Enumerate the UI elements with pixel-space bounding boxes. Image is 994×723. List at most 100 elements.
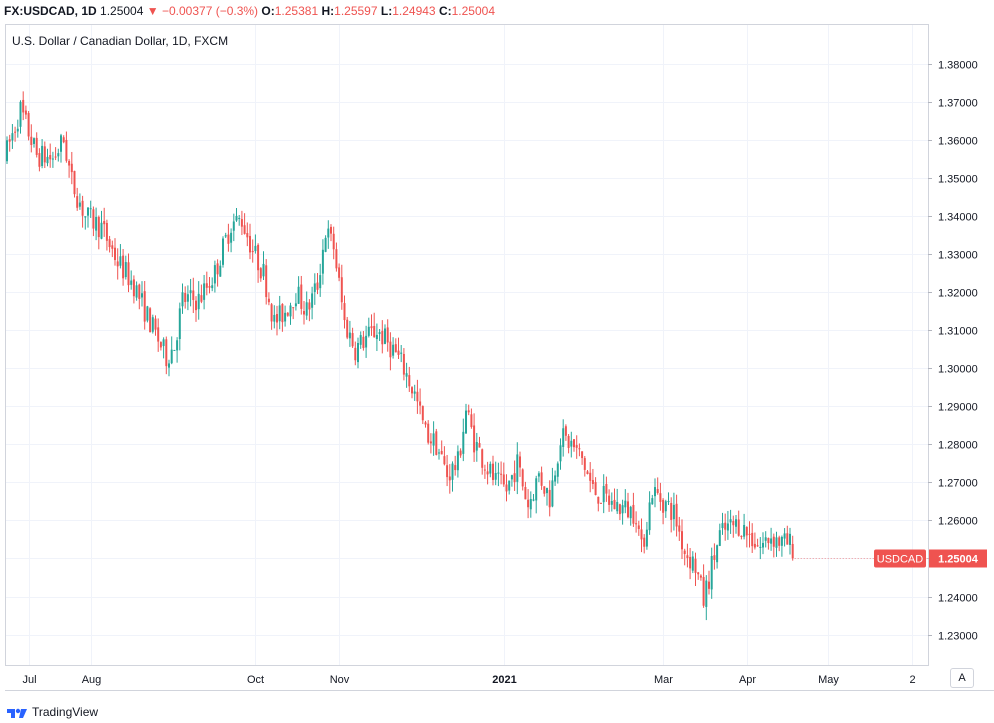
candle-body	[659, 493, 662, 502]
low-label: L:	[380, 4, 393, 18]
candle-body	[486, 471, 489, 475]
candle-body	[213, 265, 216, 284]
candle-body	[60, 135, 62, 152]
candle-body	[346, 319, 349, 338]
candle-body	[219, 265, 222, 277]
candle-body	[100, 222, 103, 239]
candle-body	[238, 217, 241, 219]
candle-body	[400, 352, 403, 354]
candle-body	[216, 263, 219, 275]
brand-name[interactable]: TradingView	[32, 705, 99, 719]
candle-body	[205, 283, 208, 288]
candle-body	[35, 137, 38, 155]
high-label: H:	[321, 4, 335, 18]
candle-body	[111, 245, 114, 249]
candle-body	[721, 523, 724, 529]
candle-body	[483, 469, 486, 471]
time-axis[interactable]: Jul Aug Oct Nov 2021 Mar Apr May 2	[22, 674, 915, 686]
y-tick-label: 1.32000	[938, 288, 978, 300]
candle-body	[424, 422, 427, 425]
candle-body	[270, 304, 273, 322]
candle-body	[192, 290, 195, 301]
auto-scale-button[interactable]: A	[950, 668, 974, 688]
candle-body	[340, 277, 343, 303]
candle-body	[300, 284, 303, 309]
candle-body	[132, 279, 135, 297]
candle-body	[718, 530, 721, 546]
candle-body	[402, 353, 405, 375]
candle-body	[562, 428, 565, 447]
candle-body	[627, 501, 629, 518]
candle-body	[78, 202, 81, 207]
candle-body	[373, 325, 376, 338]
candle-body	[332, 233, 335, 250]
candle-body	[683, 550, 686, 554]
candle-body	[95, 216, 98, 231]
candle-body	[421, 406, 424, 421]
candle-body	[16, 128, 19, 132]
candle-body	[24, 110, 27, 115]
candle-body	[429, 441, 432, 444]
candle-body	[186, 294, 189, 302]
candle-body	[351, 333, 354, 347]
candle-body	[416, 391, 419, 402]
candle-body	[243, 225, 246, 234]
candle-body	[543, 486, 546, 494]
candle-body	[519, 456, 521, 468]
candle-body	[567, 436, 570, 448]
candle-body	[440, 450, 443, 455]
symbol-name[interactable]: FX:USDCAD, 1D	[4, 4, 97, 18]
candle-body	[57, 153, 60, 157]
close-value: 1.25004	[451, 4, 496, 18]
candle-body	[103, 221, 106, 225]
candle-body	[354, 347, 357, 361]
candle-body	[740, 535, 743, 537]
last-price-tag: USDCAD 1.25004	[794, 549, 987, 568]
symbol-tag-bg	[874, 549, 926, 568]
candle-body	[624, 500, 627, 508]
tradingview-logo-icon	[7, 708, 27, 718]
candle-body	[602, 486, 605, 503]
candle-body	[470, 414, 473, 428]
candle-body	[546, 488, 548, 494]
candle-body	[265, 265, 268, 298]
candle-body	[397, 350, 400, 355]
candle-body	[49, 155, 52, 160]
candle-body	[87, 207, 89, 216]
candle-body	[732, 521, 735, 526]
price-tag-value: 1.25004	[938, 554, 979, 566]
candle-body	[276, 314, 278, 323]
candle-body	[365, 335, 368, 348]
candle-body	[710, 556, 713, 590]
candle-body	[616, 501, 619, 512]
open-value: 1.25381	[274, 4, 319, 18]
close-label: C:	[438, 4, 452, 18]
candle-body	[200, 295, 203, 302]
candle-body	[254, 245, 257, 252]
symbol-tag-label: USDCAD	[877, 554, 924, 566]
high-value: 1.25597	[334, 4, 378, 18]
candle-body	[240, 219, 243, 227]
candle-body	[84, 216, 87, 218]
candle-body	[405, 373, 408, 377]
candle-body	[259, 268, 262, 279]
price-axis[interactable]: 1.38000 1.37000 1.36000 1.35000 1.34000 1.330…	[928, 60, 978, 643]
candle-body	[527, 499, 530, 508]
x-tick-label: Oct	[247, 674, 264, 686]
candle-body	[249, 235, 251, 253]
candle-body	[505, 484, 508, 492]
candle-body	[203, 283, 206, 300]
candle-body	[640, 529, 643, 540]
candle-body	[556, 463, 559, 477]
candle-body	[235, 215, 238, 221]
candle-body	[130, 280, 133, 285]
candle-body	[294, 303, 297, 307]
candle-body	[173, 349, 176, 351]
y-tick-label: 1.31000	[938, 326, 978, 338]
candle-body	[637, 525, 640, 530]
candle-body	[38, 153, 41, 167]
y-tick-label: 1.29000	[938, 402, 978, 414]
candle-body	[143, 291, 146, 322]
y-tick-label: 1.33000	[938, 250, 978, 262]
